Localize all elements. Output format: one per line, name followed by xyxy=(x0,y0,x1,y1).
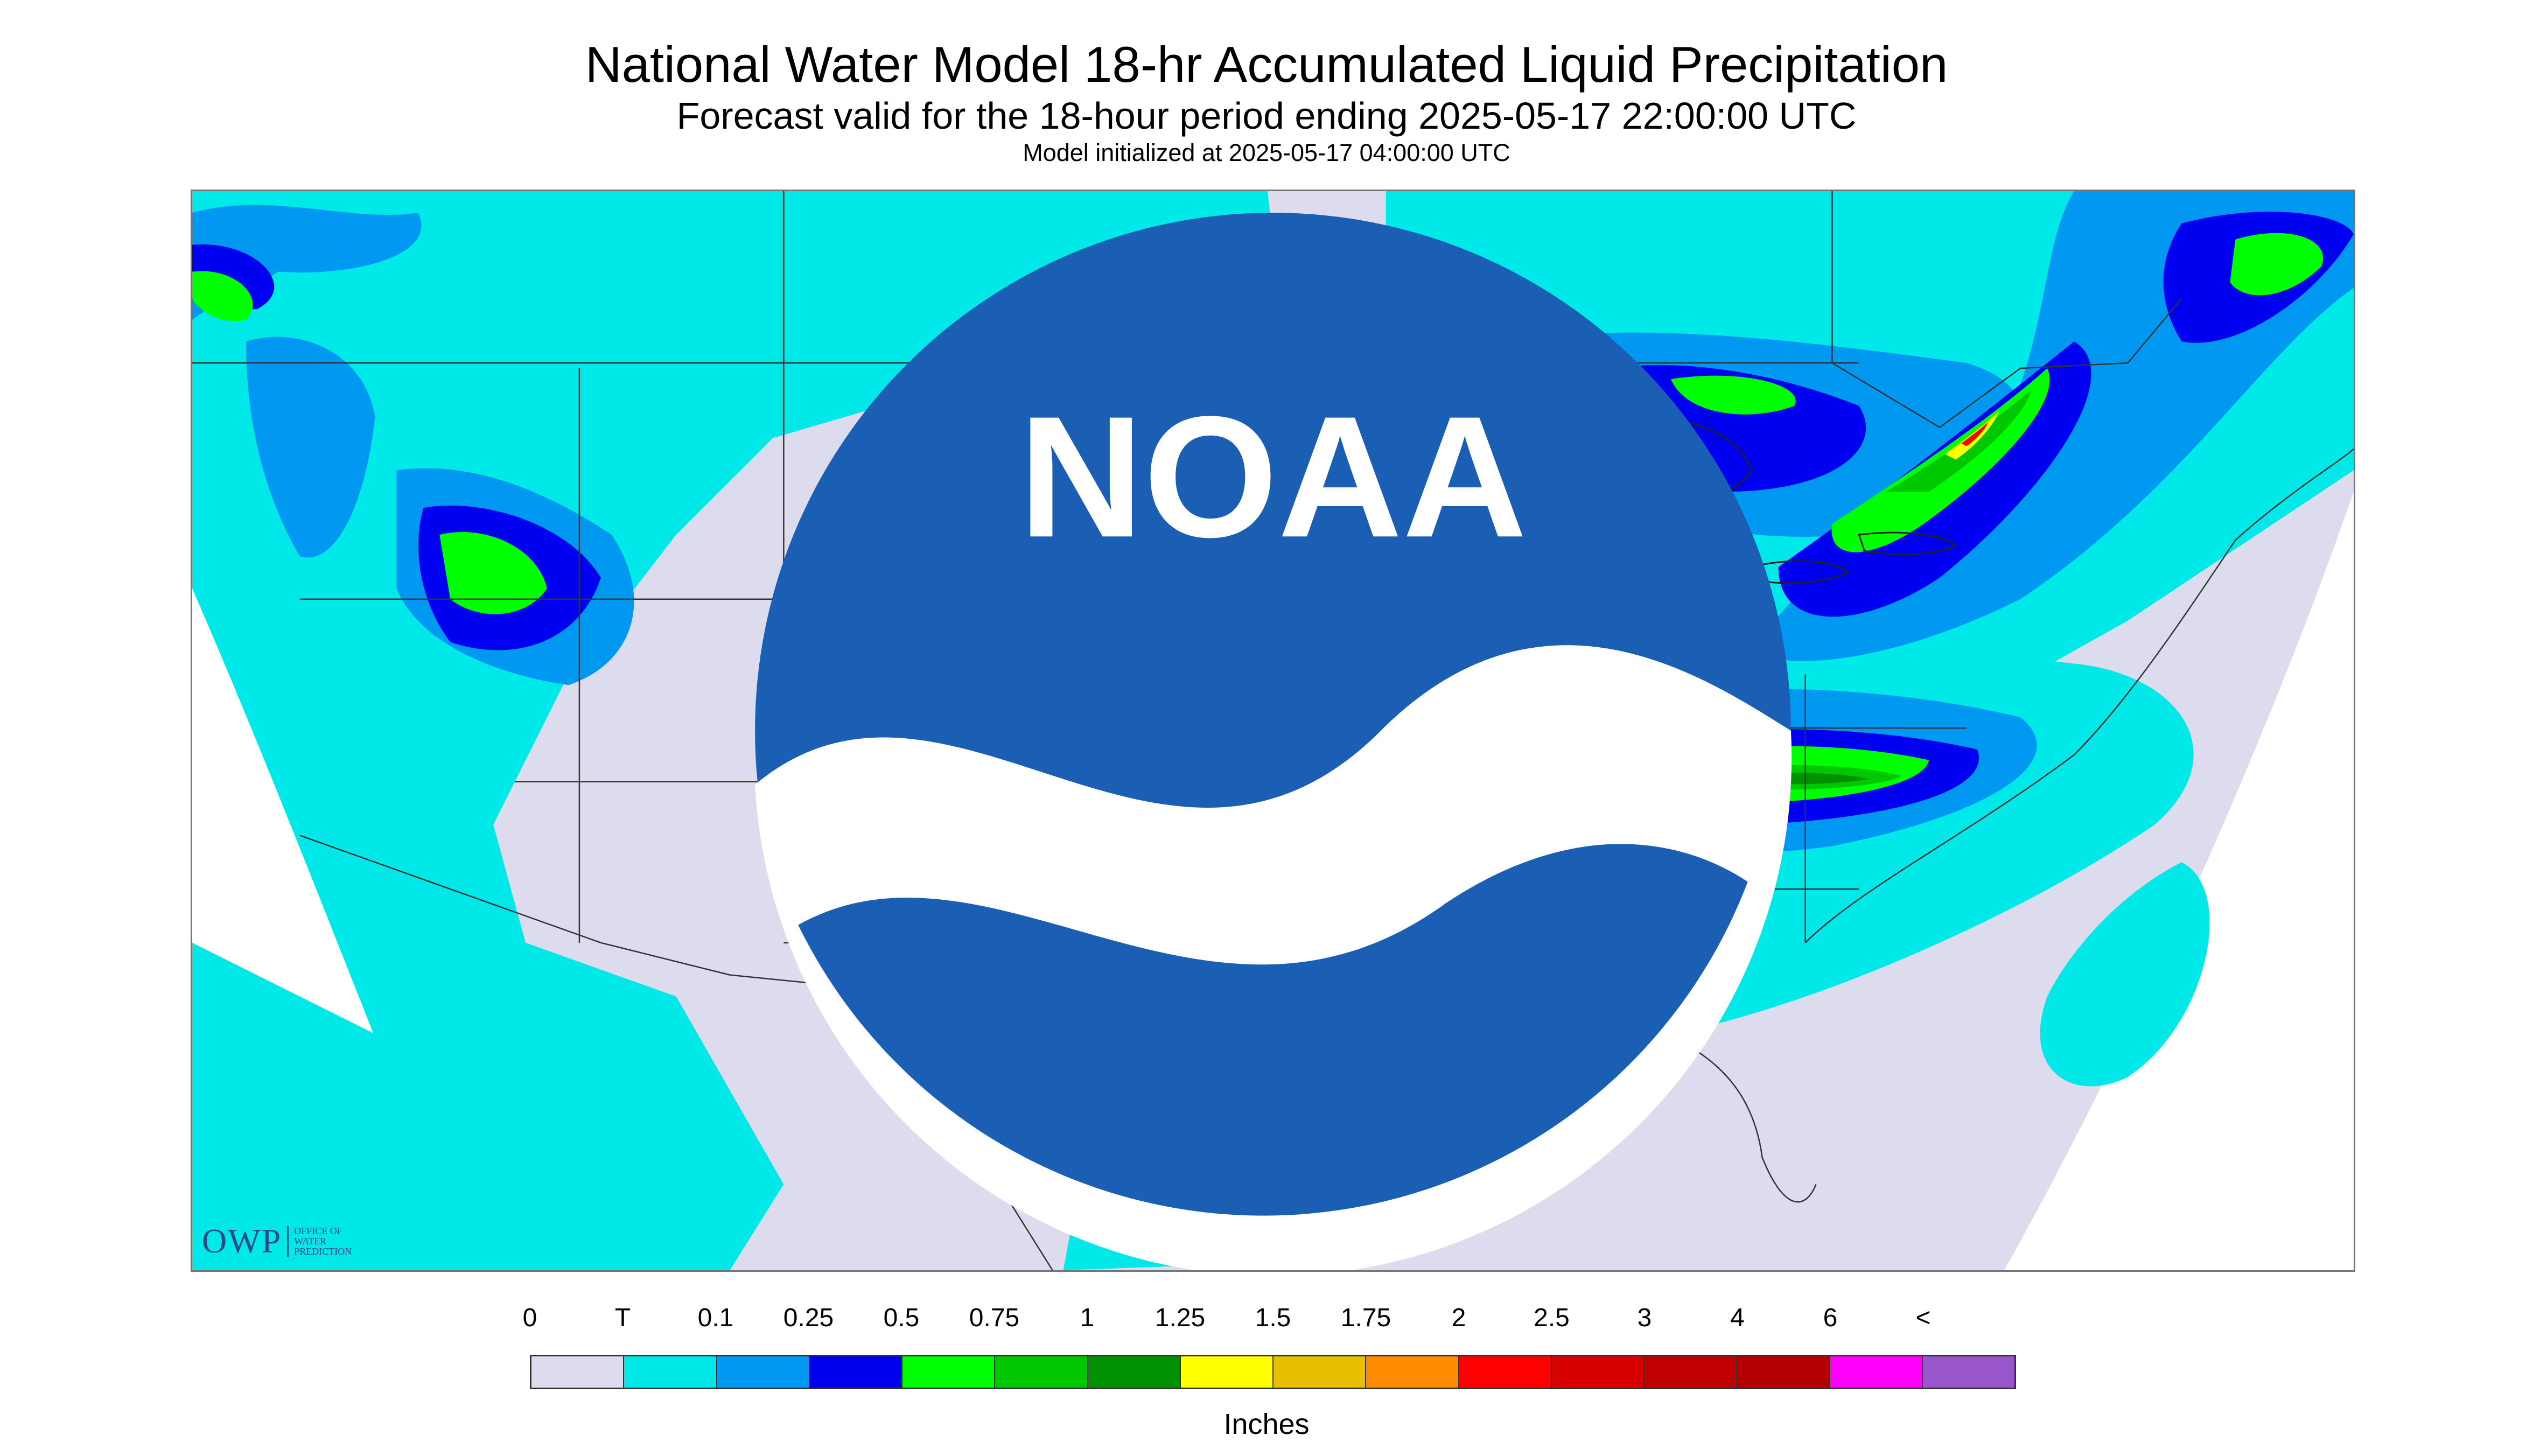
legend-tick-label: 1.75 xyxy=(1340,1304,1391,1332)
legend-tick-label: 1 xyxy=(1080,1304,1095,1332)
legend-swatch xyxy=(1366,1356,1459,1388)
legend-swatch xyxy=(1830,1356,1923,1388)
legend-swatch xyxy=(1088,1356,1181,1388)
noaa-logo-text: NOAA xyxy=(1019,380,1527,573)
legend-tick-label: < xyxy=(1915,1304,1931,1332)
legend-swatch xyxy=(717,1356,810,1388)
legend-tick-label: 0.25 xyxy=(783,1304,834,1332)
legend-swatch xyxy=(531,1356,625,1388)
owp-logo-text: Office of Water Prediction xyxy=(287,1226,375,1257)
model-init-time: Model initialized at 2025-05-17 04:00:00… xyxy=(1023,139,1510,166)
map-subtitle: Forecast valid for the 18-hour period en… xyxy=(676,95,1857,137)
legend-swatch xyxy=(1459,1356,1552,1388)
legend-tick-label: T xyxy=(614,1304,631,1332)
legend-tick-label: 1.5 xyxy=(1255,1304,1291,1332)
legend-tick-label: 0.1 xyxy=(697,1304,734,1332)
legend-swatch xyxy=(624,1356,717,1388)
no-data-east xyxy=(2004,492,2354,1270)
legend-tick-label: 1.25 xyxy=(1154,1304,1206,1332)
legend-swatch xyxy=(995,1356,1088,1388)
legend-tick-label: 3 xyxy=(1637,1304,1652,1332)
legend-units: Inches xyxy=(1223,1408,1310,1440)
color-legend xyxy=(530,1355,2016,1389)
legend-tick-label: 6 xyxy=(1823,1304,1838,1332)
noaa-logo-icon: NOAA xyxy=(755,213,1792,1270)
legend-swatch xyxy=(1274,1356,1367,1388)
owp-logo: OWP Office of Water Prediction xyxy=(202,1220,375,1263)
legend-swatch xyxy=(1551,1356,1645,1388)
legend-swatch xyxy=(1922,1356,2014,1388)
legend-tick-label: 2 xyxy=(1451,1304,1466,1332)
legend-tick-label: 2.5 xyxy=(1534,1304,1570,1332)
legend-swatch xyxy=(1645,1356,1738,1388)
legend-tick-label: 0.5 xyxy=(883,1304,920,1332)
legend-tick-label: 0 xyxy=(522,1304,537,1332)
legend-tick-label: 4 xyxy=(1730,1304,1745,1332)
legend-tick-label: 0.75 xyxy=(969,1304,1020,1332)
legend-swatch xyxy=(809,1356,902,1388)
owp-logo-mark: OWP xyxy=(202,1222,282,1260)
map-title: National Water Model 18-hr Accumulated L… xyxy=(585,36,1948,93)
legend-swatch xyxy=(1737,1356,1830,1388)
legend-swatch xyxy=(902,1356,996,1388)
precipitation-map: OWP Office of Water Prediction NOAA xyxy=(191,190,2355,1272)
legend-swatch xyxy=(1180,1356,1274,1388)
